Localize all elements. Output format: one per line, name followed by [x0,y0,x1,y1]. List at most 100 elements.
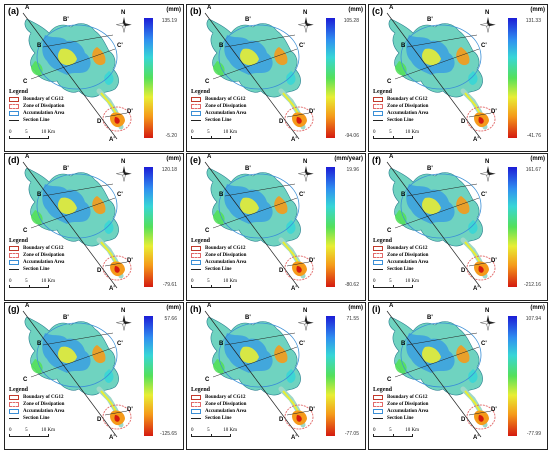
unit-label: (mm) [166,305,181,311]
legend-title: Legend [191,238,211,244]
color-bar-max: 135.19 [161,18,177,24]
section-label-a: A [25,303,30,309]
legend-row-section: Section Line [9,117,105,124]
legend-row-accumulation: Accumulation Area [191,408,287,415]
legend-row-boundary: Boundary of CG12 [191,245,287,252]
section-line-bb [406,183,478,197]
legend-row-accumulation: Accumulation Area [373,259,469,266]
section-label-a: A [207,5,212,11]
legend-row-boundary: Boundary of CG12 [373,245,469,252]
accumulation-swatch [9,409,19,414]
legend: Legend Boundary of CG12 Zone of Dissipat… [191,238,287,273]
accumulation-swatch [373,111,383,116]
section-label-a-prime: A' [291,286,297,292]
unit-label: (mm) [530,305,545,311]
scale-bar: 0 5 10 Km [9,130,69,139]
section-label-c: C [23,79,28,85]
section-line-bb [42,332,114,346]
section-label-c: C [23,377,28,383]
accumulation-swatch [191,111,201,116]
section-label-b: B [219,43,224,49]
section-label-c-prime: C' [481,43,487,49]
dissipation-zone [284,404,314,430]
legend: Legend Boundary of CG12 Zone of Dissipat… [191,387,287,422]
legend-row-dissipation: Zone of Dissipation [9,103,105,110]
section-line-bb [406,34,478,48]
section-label-d: D [279,268,284,274]
map-panel-b: (b) A A' B B' C C' D D' N (mm) 105.28 -9… [186,4,366,152]
section-line-aa [22,161,118,289]
color-bar-max: 57.66 [164,316,177,322]
section-label-b-prime: B' [427,315,433,321]
section-label-a: A [207,154,212,160]
section-line-swatch [191,269,201,270]
legend: Legend Boundary of CG12 Zone of Dissipat… [373,89,469,124]
section-label-c: C [387,228,392,234]
accumulation-area [36,322,118,388]
boundary-swatch [9,246,19,251]
accumulation-swatch [373,260,383,265]
color-bar-min: -77.05 [344,431,359,437]
boundary-swatch [191,246,201,251]
section-line-swatch [9,120,19,121]
color-bar [326,167,335,287]
accumulation-swatch [9,260,19,265]
unit-label: (mm) [348,305,363,311]
boundary-swatch [191,97,201,102]
map-panel-i: (i) A A' B B' C C' D D' N (mm) 107.94 -7… [368,302,548,450]
section-label-c-prime: C' [481,192,487,198]
scale-bar: 0 5 10 Km [373,279,433,288]
color-bar-min: -80.62 [344,282,359,288]
section-line-dd [286,112,310,118]
color-bar-max: 161.67 [525,167,541,173]
glacier-map [22,12,132,140]
section-label-d-prime: D' [127,407,133,413]
color-bar [326,18,335,138]
scale-bar: 0 5 10 Km [191,279,251,288]
unit-label: (mm) [166,7,181,13]
dissipation-zone [466,255,496,281]
section-label-a: A [389,303,394,309]
panel-label: (i) [372,304,381,314]
unit-label: (mm) [166,156,181,162]
legend-row-section: Section Line [373,415,469,422]
section-label-b: B [401,43,406,49]
dissipation-zone [102,106,132,132]
accumulation-swatch [191,409,201,414]
accumulation-area [36,173,118,239]
section-label-d: D [97,268,102,274]
section-line-dd [286,410,310,416]
section-label-d-prime: D' [491,109,497,115]
color-bar [508,316,517,436]
legend-row-section: Section Line [373,266,469,273]
section-label-a-prime: A' [291,137,297,143]
color-bar-min: -79.61 [162,282,177,288]
section-label-b-prime: B' [245,17,251,23]
section-label-b-prime: B' [245,315,251,321]
section-line-cc [30,346,116,378]
section-label-b-prime: B' [427,166,433,172]
glacier-map [386,161,496,289]
section-line-dd [104,410,128,416]
section-label-b-prime: B' [427,17,433,23]
section-label-c: C [23,228,28,234]
section-line-aa [204,12,300,140]
section-line-dd [468,410,492,416]
legend-row-dissipation: Zone of Dissipation [9,401,105,408]
section-label-c-prime: C' [299,192,305,198]
boundary-swatch [191,395,201,400]
section-label-b: B [219,192,224,198]
legend-title: Legend [373,387,393,393]
section-line-aa [204,161,300,289]
section-label-c-prime: C' [299,341,305,347]
section-label-b: B [401,192,406,198]
dissipation-zone [466,106,496,132]
section-line-swatch [373,418,383,419]
section-line-cc [394,197,480,229]
accumulation-area [400,173,482,239]
dissipation-zone [102,404,132,430]
unit-label: (mm/year) [334,156,363,162]
section-line-cc [212,346,298,378]
section-label-d: D [279,119,284,125]
section-label-b-prime: B' [245,166,251,172]
